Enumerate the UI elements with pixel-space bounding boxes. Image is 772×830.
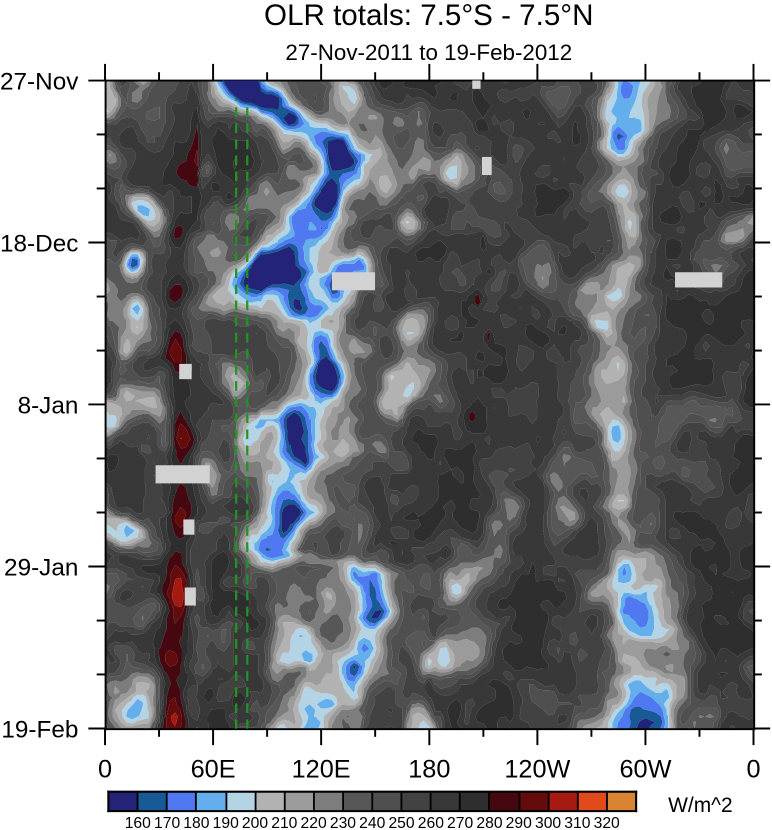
svg-text:180: 180 [408,756,450,784]
svg-text:170: 170 [154,815,180,830]
svg-text:180: 180 [183,815,209,830]
svg-text:0: 0 [98,756,112,784]
svg-text:310: 310 [564,815,590,830]
svg-text:300: 300 [535,815,561,830]
svg-text:60E: 60E [191,756,236,784]
svg-text:230: 230 [330,815,356,830]
svg-text:W/m^2: W/m^2 [668,794,733,817]
svg-text:260: 260 [418,815,444,830]
svg-text:0: 0 [746,756,760,784]
svg-text:19-Feb: 19-Feb [1,716,78,743]
svg-text:290: 290 [506,815,532,830]
svg-text:240: 240 [359,815,385,830]
svg-text:120W: 120W [504,756,570,784]
svg-text:8-Jan: 8-Jan [18,392,79,419]
svg-text:29-Jan: 29-Jan [4,554,78,581]
svg-text:120E: 120E [292,756,351,784]
svg-text:200: 200 [242,815,268,830]
svg-text:210: 210 [271,815,297,830]
svg-text:18-Dec: 18-Dec [0,230,78,257]
svg-text:OLR totals: 7.5°S - 7.5°N: OLR totals: 7.5°S - 7.5°N [264,0,593,32]
svg-text:280: 280 [476,815,502,830]
svg-text:250: 250 [388,815,414,830]
svg-text:270: 270 [447,815,473,830]
svg-text:27-Nov: 27-Nov [0,68,79,95]
svg-text:320: 320 [594,815,620,830]
svg-text:160: 160 [125,815,151,830]
svg-text:190: 190 [213,815,239,830]
svg-text:60W: 60W [619,756,671,784]
svg-text:27-Nov-2011 to 19-Feb-2012: 27-Nov-2011 to 19-Feb-2012 [285,40,572,65]
svg-text:220: 220 [301,815,327,830]
